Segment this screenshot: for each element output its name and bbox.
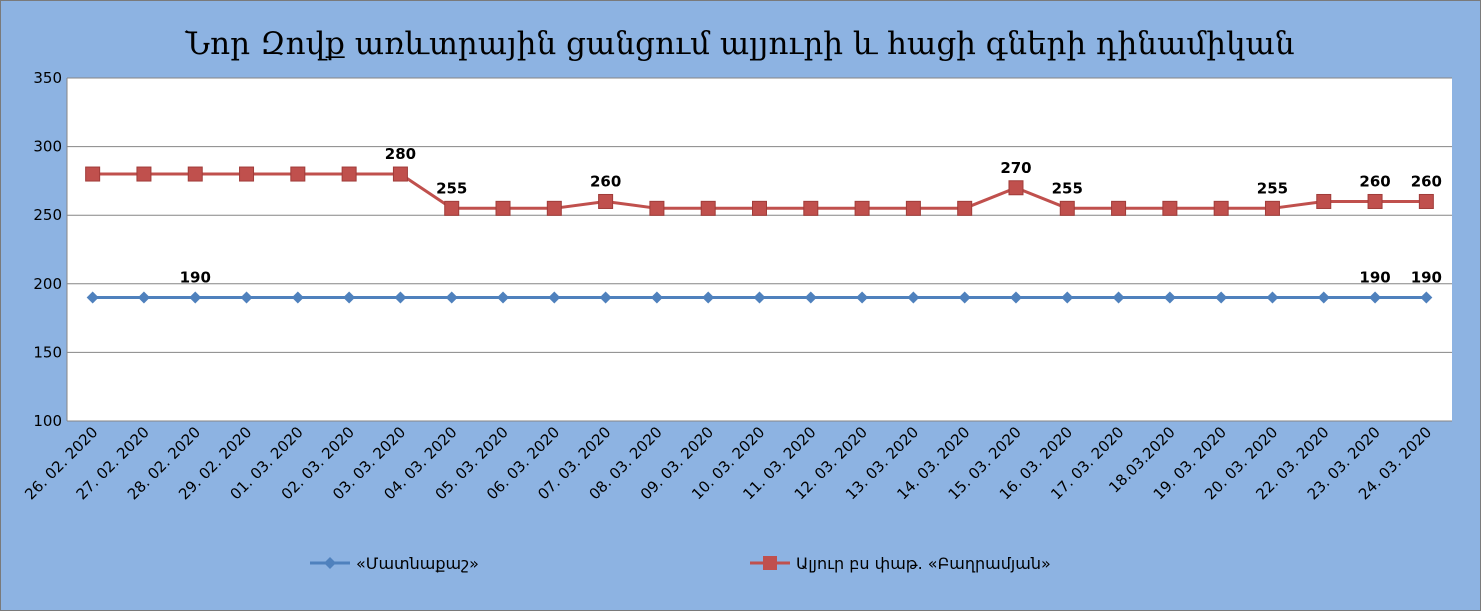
point-marker	[392, 166, 408, 182]
y-tick-label: 250	[33, 206, 62, 224]
y-tick-label: 200	[33, 275, 62, 293]
point-marker	[1418, 193, 1434, 209]
point-marker	[1112, 291, 1125, 304]
chart-title: Նոր Զովք առևտրային ցանցում ալյուրի և հաց…	[184, 26, 1294, 62]
point-marker	[394, 291, 407, 304]
point-marker	[343, 291, 356, 304]
point-marker	[1367, 193, 1383, 209]
data-label: 190	[1359, 269, 1390, 287]
point-marker	[548, 291, 561, 304]
point-marker	[497, 291, 510, 304]
point-marker	[189, 291, 202, 304]
data-label: 255	[1257, 179, 1288, 197]
point-marker	[1213, 200, 1229, 216]
point-marker	[752, 200, 767, 216]
point-marker	[1264, 200, 1280, 216]
point-marker	[1059, 200, 1075, 216]
y-axis-ticks: 100 150 200 250 300 350	[33, 69, 62, 430]
data-label: 255	[436, 179, 467, 197]
legend-marker	[324, 557, 336, 569]
data-label: 255	[1052, 179, 1083, 197]
point-marker	[290, 166, 306, 182]
point-marker	[1009, 291, 1022, 304]
legend-label: «Մատնաքաշ»	[356, 554, 479, 573]
point-marker	[86, 291, 99, 304]
data-label: 260	[590, 172, 621, 190]
legend-marker	[763, 556, 777, 570]
series-lines	[85, 166, 1434, 304]
point-marker	[702, 291, 715, 304]
point-marker	[187, 166, 203, 182]
point-marker	[650, 291, 663, 304]
point-marker	[599, 291, 612, 304]
data-label: 270	[1000, 159, 1031, 177]
point-marker	[804, 291, 817, 304]
point-marker	[1163, 291, 1176, 304]
point-marker	[445, 291, 458, 304]
point-marker	[240, 291, 253, 304]
point-marker	[546, 200, 562, 216]
plot-area	[67, 78, 1452, 421]
data-label: 260	[1411, 172, 1442, 190]
y-tick-label: 350	[33, 69, 62, 87]
data-labels: 190 190 190 280 255 260 270 255 255 260 260	[180, 145, 1442, 286]
point-marker	[341, 166, 357, 182]
point-marker	[239, 166, 255, 182]
point-marker	[907, 291, 920, 304]
point-marker	[1162, 200, 1178, 216]
point-marker	[291, 291, 304, 304]
data-label: 190	[1411, 269, 1442, 287]
point-marker	[753, 291, 766, 304]
y-tick-label: 150	[33, 343, 62, 361]
point-marker	[1317, 291, 1330, 304]
point-marker	[803, 200, 819, 216]
point-marker	[136, 166, 152, 182]
point-marker	[1111, 200, 1127, 216]
point-marker	[598, 193, 614, 209]
point-marker	[1420, 291, 1433, 304]
point-marker	[1215, 291, 1228, 304]
data-label: 280	[385, 145, 416, 163]
point-marker	[137, 291, 150, 304]
y-tick-label: 300	[33, 138, 62, 156]
point-marker	[1369, 291, 1382, 304]
point-marker	[856, 291, 869, 304]
data-label: 260	[1359, 172, 1390, 190]
point-marker	[905, 200, 921, 216]
point-marker	[1316, 193, 1332, 209]
point-marker	[444, 200, 460, 216]
point-marker	[85, 166, 101, 182]
point-marker	[1008, 180, 1024, 196]
point-marker	[700, 200, 716, 216]
point-marker	[1061, 291, 1074, 304]
data-label: 190	[180, 269, 211, 287]
point-marker	[957, 200, 973, 216]
point-marker	[495, 200, 511, 216]
point-marker	[1266, 291, 1279, 304]
gridlines	[66, 77, 1452, 422]
point-marker	[854, 200, 870, 216]
legend-label: Ալյուր բս փաթ. «Բաղրամյան»	[796, 554, 1051, 573]
legend: «Մատնաքաշ» Ալյուր բս փաթ. «Բաղրամյան»	[310, 554, 1051, 573]
point-marker	[958, 291, 971, 304]
point-marker	[649, 200, 665, 216]
y-tick-label: 100	[33, 412, 62, 430]
